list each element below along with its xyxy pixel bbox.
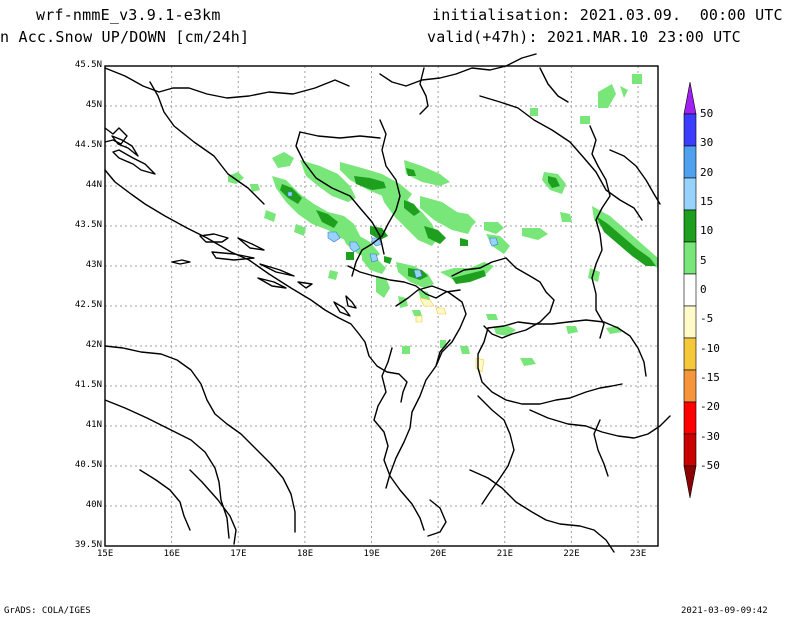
colorbar-label: -10: [700, 341, 720, 355]
longitude-label: 17E: [230, 549, 247, 559]
colorbar-label: 50: [700, 107, 714, 120]
latitude-label: 43.5N: [74, 220, 102, 230]
colorbar-band: [683, 305, 697, 339]
longitude-label: 23E: [630, 549, 647, 559]
longitude-label: 20E: [430, 549, 447, 559]
colorbar-band: [683, 241, 697, 275]
colorbar-label: -50: [700, 459, 720, 472]
latitude-label: 45.5N: [74, 60, 102, 70]
colorbar-top-arrow: [683, 81, 697, 115]
colorbar-label: 0: [700, 283, 707, 296]
colorbar-band: [683, 145, 697, 179]
snow-areas-light: [228, 74, 658, 366]
latitude-label: 41.5N: [74, 380, 102, 390]
snow-areas-high: [287, 191, 499, 279]
latitude-label: 40.5N: [74, 460, 102, 470]
colorbar-band: [683, 209, 697, 243]
colorbar-band: [683, 401, 697, 435]
colorbar-label: 20: [700, 165, 714, 179]
longitude-label: 16E: [163, 549, 180, 559]
colorbar-band: [683, 113, 697, 147]
longitude-label: 22E: [563, 549, 580, 559]
latitude-label: 41N: [85, 420, 102, 430]
colorbar-bottom-arrow: [683, 465, 697, 499]
initialisation-time: initialisation: 2021.03.09. 00:00 UTC: [432, 6, 783, 24]
footer-left: GrADS: COLA/IGES: [4, 606, 91, 616]
latitude-label: 39.5N: [74, 540, 102, 550]
latitude-label: 42N: [85, 340, 102, 350]
longitude-label: 19E: [363, 549, 380, 559]
colorbar-band: [683, 177, 697, 211]
longitude-label: 21E: [496, 549, 514, 559]
latitude-label: 45N: [85, 100, 102, 110]
colorbar-label: -15: [700, 371, 720, 384]
colorbar-label: 5: [700, 253, 707, 267]
colorbar-band: [683, 369, 697, 403]
longitude-label: 18E: [296, 549, 314, 559]
snowmelt-areas: [415, 297, 485, 373]
footer-right: 2021-03-09-09:42: [681, 606, 768, 616]
colorbar-label: -5: [700, 312, 714, 326]
coastlines-borders: [104, 53, 671, 553]
colorbar-band: [683, 337, 697, 371]
longitude-label: 15E: [97, 549, 114, 559]
colorbar-label: 10: [700, 224, 714, 238]
latitude-label: 44.5N: [74, 140, 102, 150]
model-title: wrf-nmmE_v3.9.1-e3km: [36, 6, 221, 24]
latitude-label: 42.5N: [74, 300, 102, 310]
valid-time: valid(+47h): 2021.MAR.10 23:00 UTC: [427, 28, 741, 46]
colorbar-label: 30: [700, 136, 714, 150]
field-title: n Acc.Snow UP/DOWN [cm/24h]: [0, 28, 250, 46]
latitude-label: 40N: [85, 500, 102, 510]
latitude-label: 44N: [85, 180, 102, 190]
colorbar-label: -30: [700, 429, 720, 443]
colorbar-label: 15: [700, 195, 714, 208]
colorbar-band: [683, 433, 697, 467]
colorbar-band: [683, 273, 697, 307]
colorbar: [683, 81, 697, 499]
map-frame: [104, 65, 659, 547]
latitude-label: 43N: [85, 260, 102, 270]
colorbar-label: -20: [700, 400, 720, 414]
